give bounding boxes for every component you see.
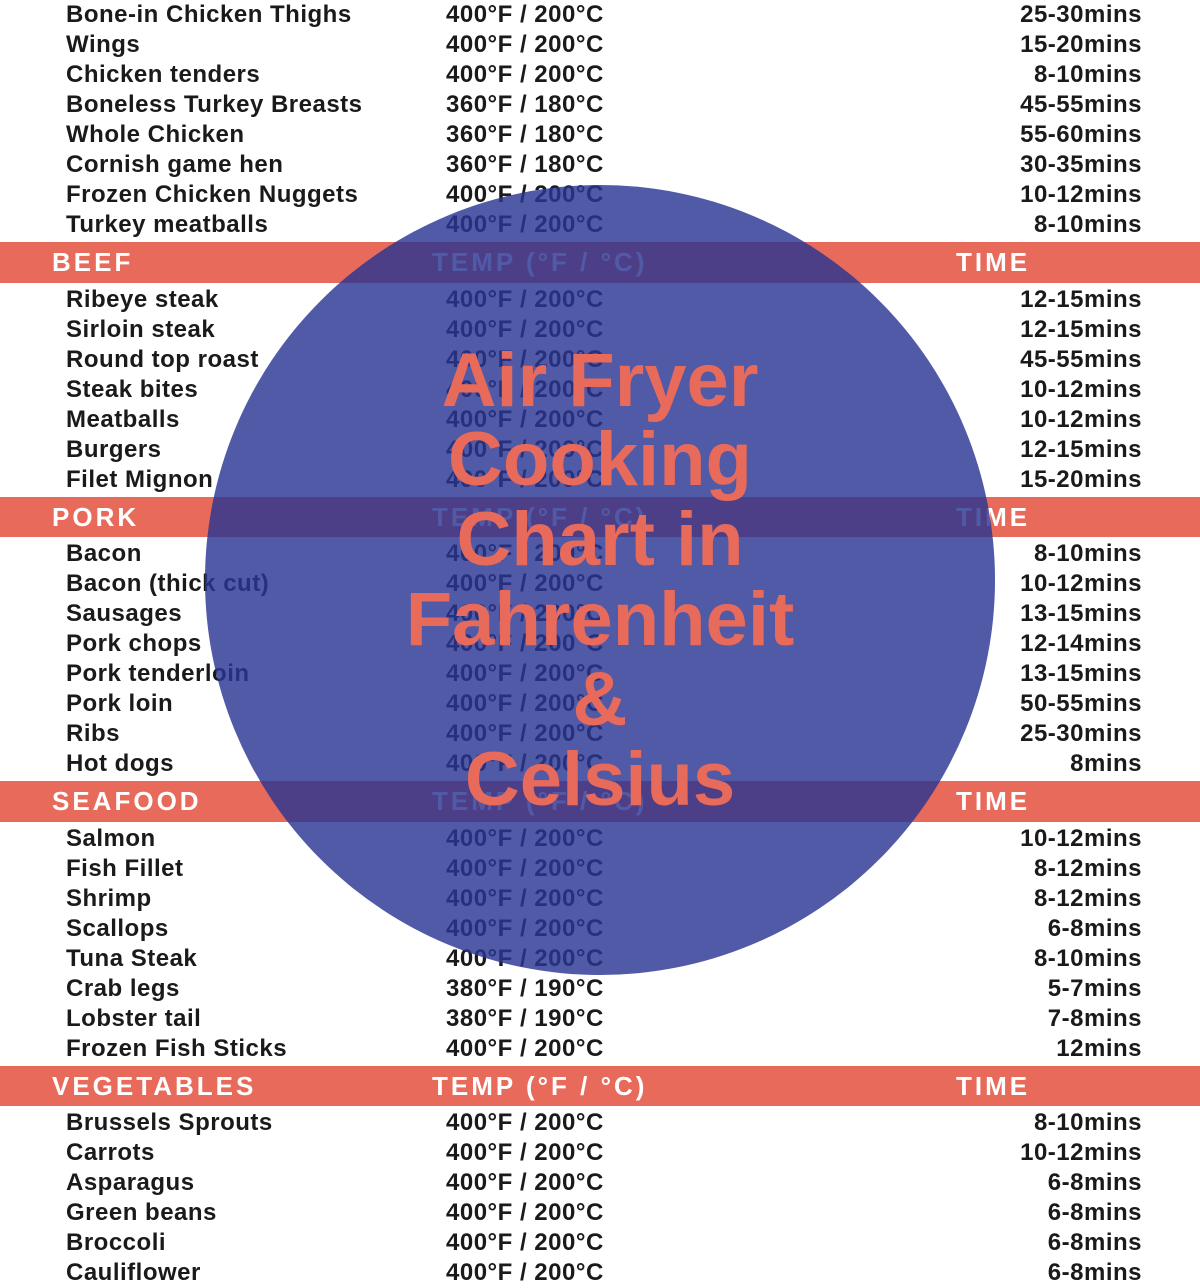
food-name: Green beans bbox=[66, 1198, 446, 1228]
time-value: 6-8mins bbox=[942, 1258, 1142, 1288]
table-row: Brussels Sprouts400°F / 200°C8-10mins bbox=[14, 1108, 1186, 1138]
time-value: 8-12mins bbox=[942, 884, 1142, 914]
time-value: 25-30mins bbox=[942, 0, 1142, 30]
time-value: 12-15mins bbox=[942, 285, 1142, 315]
table-row: Broccoli400°F / 200°C6-8mins bbox=[14, 1228, 1186, 1258]
food-name: Carrots bbox=[66, 1138, 446, 1168]
section-name: VEGETABLES bbox=[52, 1070, 432, 1103]
temp-value: 360°F / 180°C bbox=[446, 150, 942, 180]
time-value: 10-12mins bbox=[942, 824, 1142, 854]
table-row: Frozen Fish Sticks400°F / 200°C12mins bbox=[14, 1034, 1186, 1064]
temp-value: 400°F / 200°C bbox=[446, 1198, 942, 1228]
table-row: Lobster tail380°F / 190°C7-8mins bbox=[14, 1004, 1186, 1034]
time-value: 6-8mins bbox=[942, 1198, 1142, 1228]
table-row: Asparagus400°F / 200°C6-8mins bbox=[14, 1168, 1186, 1198]
food-name: Cauliflower bbox=[66, 1258, 446, 1288]
temp-value: 400°F / 200°C bbox=[446, 1034, 942, 1064]
time-value: 6-8mins bbox=[942, 1228, 1142, 1258]
table-row: Boneless Turkey Breasts360°F / 180°C45-5… bbox=[14, 90, 1186, 120]
food-name: Tuna Steak bbox=[66, 944, 446, 974]
food-name: Lobster tail bbox=[66, 1004, 446, 1034]
temp-value: 380°F / 190°C bbox=[446, 974, 942, 1004]
time-value: 12mins bbox=[942, 1034, 1142, 1064]
col-time-header: TIME bbox=[956, 1070, 1156, 1103]
table-row: Wings400°F / 200°C15-20mins bbox=[14, 30, 1186, 60]
food-name: Frozen Chicken Nuggets bbox=[66, 180, 446, 210]
time-value: 8-10mins bbox=[942, 210, 1142, 240]
food-name: Boneless Turkey Breasts bbox=[66, 90, 446, 120]
food-name: Wings bbox=[66, 30, 446, 60]
col-time-header: TIME bbox=[956, 246, 1156, 279]
food-name: Broccoli bbox=[66, 1228, 446, 1258]
time-value: 8-10mins bbox=[942, 1108, 1142, 1138]
food-name: Cornish game hen bbox=[66, 150, 446, 180]
time-value: 10-12mins bbox=[942, 405, 1142, 435]
temp-value: 400°F / 200°C bbox=[446, 1228, 942, 1258]
table-row: Bone-in Chicken Thighs400°F / 200°C25-30… bbox=[14, 0, 1186, 30]
time-value: 8-12mins bbox=[942, 854, 1142, 884]
food-name: Crab legs bbox=[66, 974, 446, 1004]
col-temp-header: TEMP (°F / °C) bbox=[432, 1070, 956, 1103]
section-header: VEGETABLESTEMP (°F / °C)TIME bbox=[0, 1066, 1200, 1107]
food-name: Bone-in Chicken Thighs bbox=[66, 0, 446, 30]
temp-value: 400°F / 200°C bbox=[446, 1108, 942, 1138]
temp-value: 360°F / 180°C bbox=[446, 90, 942, 120]
table-row: Cauliflower400°F / 200°C6-8mins bbox=[14, 1258, 1186, 1288]
time-value: 30-35mins bbox=[942, 150, 1142, 180]
table-row: Carrots400°F / 200°C10-12mins bbox=[14, 1138, 1186, 1168]
time-value: 6-8mins bbox=[942, 914, 1142, 944]
time-value: 6-8mins bbox=[942, 1168, 1142, 1198]
overlay-title: Air FryerCookingChart inFahrenheit&Celsi… bbox=[406, 341, 795, 820]
time-value: 12-15mins bbox=[942, 315, 1142, 345]
time-value: 8mins bbox=[942, 749, 1142, 779]
time-value: 10-12mins bbox=[942, 375, 1142, 405]
time-value: 25-30mins bbox=[942, 719, 1142, 749]
temp-value: 400°F / 200°C bbox=[446, 0, 942, 30]
food-name: Frozen Fish Sticks bbox=[66, 1034, 446, 1064]
col-time-header: TIME bbox=[956, 785, 1156, 818]
table-row: Green beans400°F / 200°C6-8mins bbox=[14, 1198, 1186, 1228]
food-name: Scallops bbox=[66, 914, 446, 944]
time-value: 45-55mins bbox=[942, 90, 1142, 120]
food-name: Chicken tenders bbox=[66, 60, 446, 90]
time-value: 8-10mins bbox=[942, 60, 1142, 90]
temp-value: 400°F / 200°C bbox=[446, 1258, 942, 1288]
time-value: 7-8mins bbox=[942, 1004, 1142, 1034]
time-value: 8-10mins bbox=[942, 944, 1142, 974]
temp-value: 360°F / 180°C bbox=[446, 120, 942, 150]
time-value: 5-7mins bbox=[942, 974, 1142, 1004]
time-value: 10-12mins bbox=[942, 180, 1142, 210]
food-name: Whole Chicken bbox=[66, 120, 446, 150]
table-row: Crab legs380°F / 190°C5-7mins bbox=[14, 974, 1186, 1004]
food-name: Asparagus bbox=[66, 1168, 446, 1198]
food-name: Brussels Sprouts bbox=[66, 1108, 446, 1138]
time-value: 55-60mins bbox=[942, 120, 1142, 150]
temp-value: 400°F / 200°C bbox=[446, 30, 942, 60]
temp-value: 400°F / 200°C bbox=[446, 60, 942, 90]
time-value: 10-12mins bbox=[942, 1138, 1142, 1168]
table-row: Chicken tenders400°F / 200°C8-10mins bbox=[14, 60, 1186, 90]
table-row: Cornish game hen360°F / 180°C30-35mins bbox=[14, 150, 1186, 180]
table-row: Whole Chicken360°F / 180°C55-60mins bbox=[14, 120, 1186, 150]
temp-value: 400°F / 200°C bbox=[446, 1138, 942, 1168]
temp-value: 400°F / 200°C bbox=[446, 1168, 942, 1198]
temp-value: 380°F / 190°C bbox=[446, 1004, 942, 1034]
time-value: 45-55mins bbox=[942, 345, 1142, 375]
food-name: Turkey meatballs bbox=[66, 210, 446, 240]
overlay-circle: Air FryerCookingChart inFahrenheit&Celsi… bbox=[205, 185, 995, 975]
time-value: 15-20mins bbox=[942, 30, 1142, 60]
